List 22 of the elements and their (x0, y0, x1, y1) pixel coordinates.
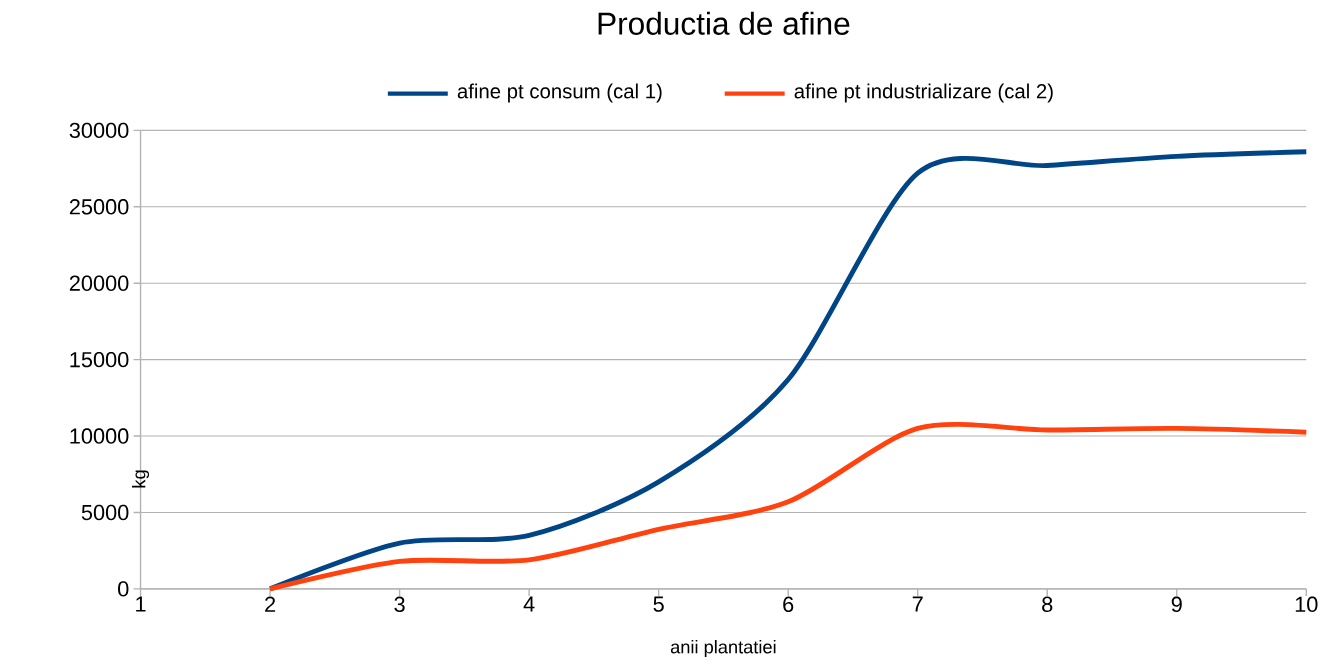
x-tick-label: 8 (1042, 596, 1053, 613)
x-tick-label: 3 (394, 596, 405, 613)
x-tick-label: 9 (1171, 596, 1182, 613)
x-tick-label: 7 (912, 596, 923, 612)
x-axis-title: anii plantatiei (670, 640, 776, 658)
legend-label: afine pt industrializare (cal 2) (794, 83, 1053, 103)
x-tick-label: 10 (1295, 596, 1318, 613)
y-tick-label: 10000 (70, 428, 129, 444)
x-tick-label: 6 (783, 596, 794, 613)
y-tick-label: 25000 (69, 199, 129, 215)
y-tick-label: 15000 (70, 352, 129, 368)
legend-label: afine pt consum (cal 1) (457, 83, 662, 103)
y-tick-label: 0 (118, 581, 129, 597)
x-tick-label: 1 (136, 596, 146, 612)
y-tick-label: 20000 (69, 275, 129, 292)
x-tick-label: 4 (523, 596, 535, 612)
y-tick-label: 30000 (69, 122, 129, 139)
x-tick-label: 2 (265, 596, 276, 612)
x-tick-label: 5 (653, 596, 664, 612)
y-axis-title: kg (132, 470, 150, 488)
y-tick-label: 5000 (81, 504, 129, 521)
chart-title: Productia de afine (598, 11, 850, 36)
